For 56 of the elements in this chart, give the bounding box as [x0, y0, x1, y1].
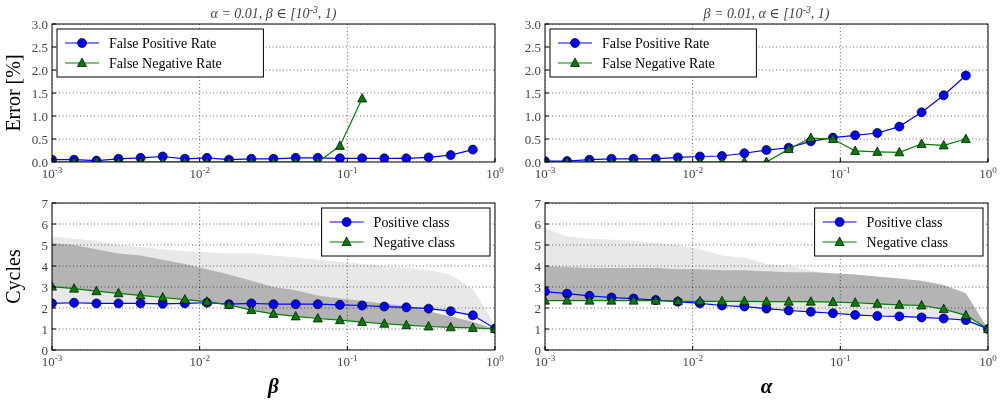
- y-tick-label: 4: [41, 258, 49, 274]
- y-tick-label: 7: [41, 195, 49, 211]
- y-tick-label: 3: [534, 279, 541, 295]
- legend-label: False Positive Rate: [602, 36, 710, 51]
- legend-label: Positive class: [866, 215, 943, 230]
- y-tick-label: 1.5: [31, 85, 48, 101]
- y-tick-label: 1: [534, 321, 541, 337]
- chart-title: β = 0.01, α ∈ [10$^{-3}$, 1): [702, 3, 830, 22]
- legend-label: Negative class: [866, 235, 948, 250]
- y-tick-label: 5: [41, 237, 48, 253]
- y-tick-label: 1: [41, 321, 48, 337]
- x-tick-label: 10$^{-2}$: [189, 165, 211, 181]
- y-tick-label: 2.0: [524, 62, 541, 78]
- y-tick-label: 2.5: [524, 39, 541, 55]
- y-tick-label: 1.5: [524, 85, 541, 101]
- y-tick-label: 0.5: [31, 131, 48, 147]
- x-tick-label: 10$^{-1}$: [337, 353, 358, 369]
- y-tick-label: 5: [534, 237, 541, 253]
- x-tick-label: 10$^{-1}$: [830, 165, 851, 181]
- x-tick-label: 10$^{-2}$: [682, 165, 704, 181]
- y-tick-label: 1.0: [524, 108, 541, 124]
- y-tick-label: 0: [41, 342, 48, 358]
- y-tick-label: 3: [41, 279, 48, 295]
- y-tick-label: 2.0: [31, 62, 48, 78]
- y-tick-label: 0.0: [31, 154, 48, 170]
- y-tick-label: 1.0: [31, 108, 48, 124]
- x-tick-label: 10$^{0}$: [486, 165, 505, 181]
- y-tick-label: 4: [534, 258, 542, 274]
- legend-label: False Negative Rate: [602, 56, 715, 71]
- x-tick-label: 10$^{0}$: [979, 165, 998, 181]
- legend-label: Positive class: [373, 215, 450, 230]
- y-tick-label: 0: [534, 342, 541, 358]
- x-tick-label: 10$^{-2}$: [682, 353, 704, 369]
- y-axis-title: Error [%]: [2, 54, 24, 132]
- y-tick-label: 2.5: [31, 39, 48, 55]
- legend-label: False Negative Rate: [109, 56, 222, 71]
- x-axis-title: α: [760, 374, 773, 398]
- y-tick-label: 3.0: [524, 16, 541, 32]
- x-axis-title: β: [267, 374, 280, 398]
- legend-label: False Positive Rate: [109, 36, 217, 51]
- x-tick-label: 10$^{-1}$: [337, 165, 358, 181]
- y-tick-label: 3.0: [31, 16, 48, 32]
- y-tick-label: 2: [534, 300, 541, 316]
- y-tick-label: 6: [534, 216, 542, 232]
- y-tick-label: 0.5: [524, 131, 541, 147]
- y-tick-label: 7: [534, 195, 542, 211]
- legend-label: Negative class: [373, 235, 455, 250]
- y-tick-label: 6: [41, 216, 49, 232]
- x-tick-label: 10$^{0}$: [486, 353, 505, 369]
- y-tick-label: 2: [41, 300, 48, 316]
- y-tick-label: 0.0: [524, 154, 541, 170]
- x-tick-label: 10$^{0}$: [979, 353, 998, 369]
- y-axis-title: Cycles: [2, 249, 25, 304]
- x-tick-label: 10$^{-2}$: [189, 353, 211, 369]
- x-tick-label: 10$^{-1}$: [830, 353, 851, 369]
- chart-title: α = 0.01, β ∈ [10$^{-3}$, 1): [210, 3, 337, 22]
